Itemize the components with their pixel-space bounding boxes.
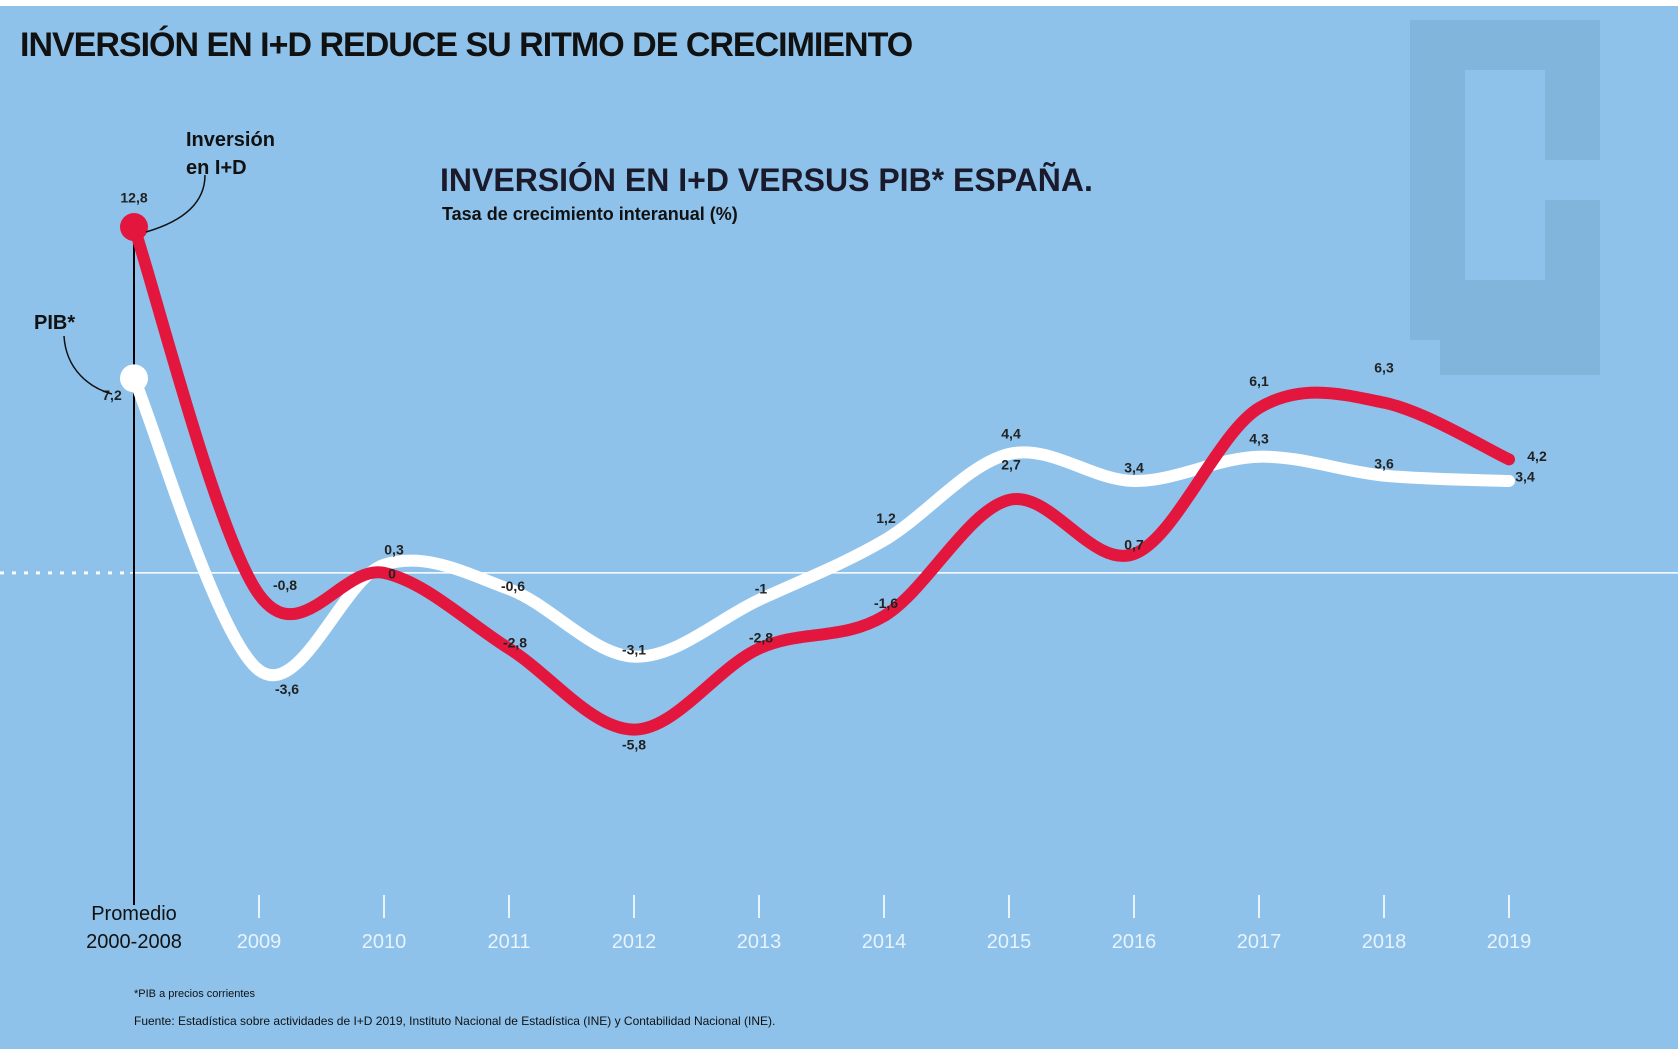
x-tick-label: 2012	[611, 931, 657, 953]
data-label: 0	[388, 566, 396, 582]
leader-line	[145, 174, 206, 233]
chart-title: INVERSIÓN EN I+D REDUCE SU RITMO DE CREC…	[20, 26, 913, 64]
series-line	[128, 372, 1515, 682]
chart-subtitle: INVERSIÓN EN I+D VERSUS PIB* ESPAÑA.	[440, 162, 1093, 198]
data-label: 6,1	[1249, 373, 1269, 389]
point-marker	[120, 213, 148, 242]
data-label: -1,6	[874, 595, 898, 611]
x-tick-label: Promedio 2000-2008	[86, 903, 182, 953]
x-tick-label: 2013	[736, 931, 782, 953]
data-label: -0,6	[501, 578, 525, 594]
data-label: 3,4	[1515, 469, 1535, 485]
data-label: 3,4	[1124, 460, 1144, 476]
source: Fuente: Estadística sobre actividades de…	[134, 1014, 776, 1028]
data-label: 0,3	[384, 541, 404, 557]
x-tick-label: 2018	[1361, 931, 1407, 953]
x-tick-label: 2011	[487, 931, 531, 953]
data-label: 6,3	[1374, 359, 1394, 375]
x-tick-label: 2010	[361, 931, 407, 953]
legend-label: PIB*	[34, 312, 76, 334]
data-label: 4,3	[1249, 430, 1269, 446]
x-tick-label: 2009	[236, 931, 282, 953]
x-tick-label: 2014	[861, 931, 907, 953]
data-label: -2,8	[749, 629, 773, 645]
data-label: 3,6	[1374, 455, 1394, 471]
data-label: -2,8	[503, 634, 527, 650]
y-axis-label: Tasa de crecimiento interanual (%)	[442, 204, 738, 224]
footnote: *PIB a precios corrientes	[134, 988, 256, 1000]
data-label: 4,4	[1001, 426, 1021, 442]
x-tick-label: 2016	[1111, 931, 1157, 953]
data-label: 0,7	[1124, 537, 1144, 553]
data-label: 2,7	[1001, 457, 1021, 473]
x-tick-label: 2019	[1486, 931, 1532, 953]
x-tick-label: 2017	[1236, 931, 1282, 953]
data-label: -1	[755, 581, 768, 597]
data-label: -3,1	[622, 641, 646, 657]
point-marker	[120, 364, 148, 393]
data-label: -5,8	[622, 736, 646, 752]
data-label: -0,8	[273, 577, 297, 593]
top-border	[0, 0, 1678, 6]
data-label: 7,2	[102, 387, 122, 403]
data-label: -3,6	[275, 681, 299, 697]
data-label: 4,2	[1527, 448, 1547, 464]
x-tick-label: 2015	[986, 931, 1032, 953]
data-label: 1,2	[876, 510, 896, 526]
series-line	[128, 221, 1515, 736]
data-label: 12,8	[120, 190, 147, 206]
leader-line	[63, 335, 113, 395]
logo	[1410, 20, 1600, 375]
legend-label: Inversión en I+D	[186, 129, 275, 179]
